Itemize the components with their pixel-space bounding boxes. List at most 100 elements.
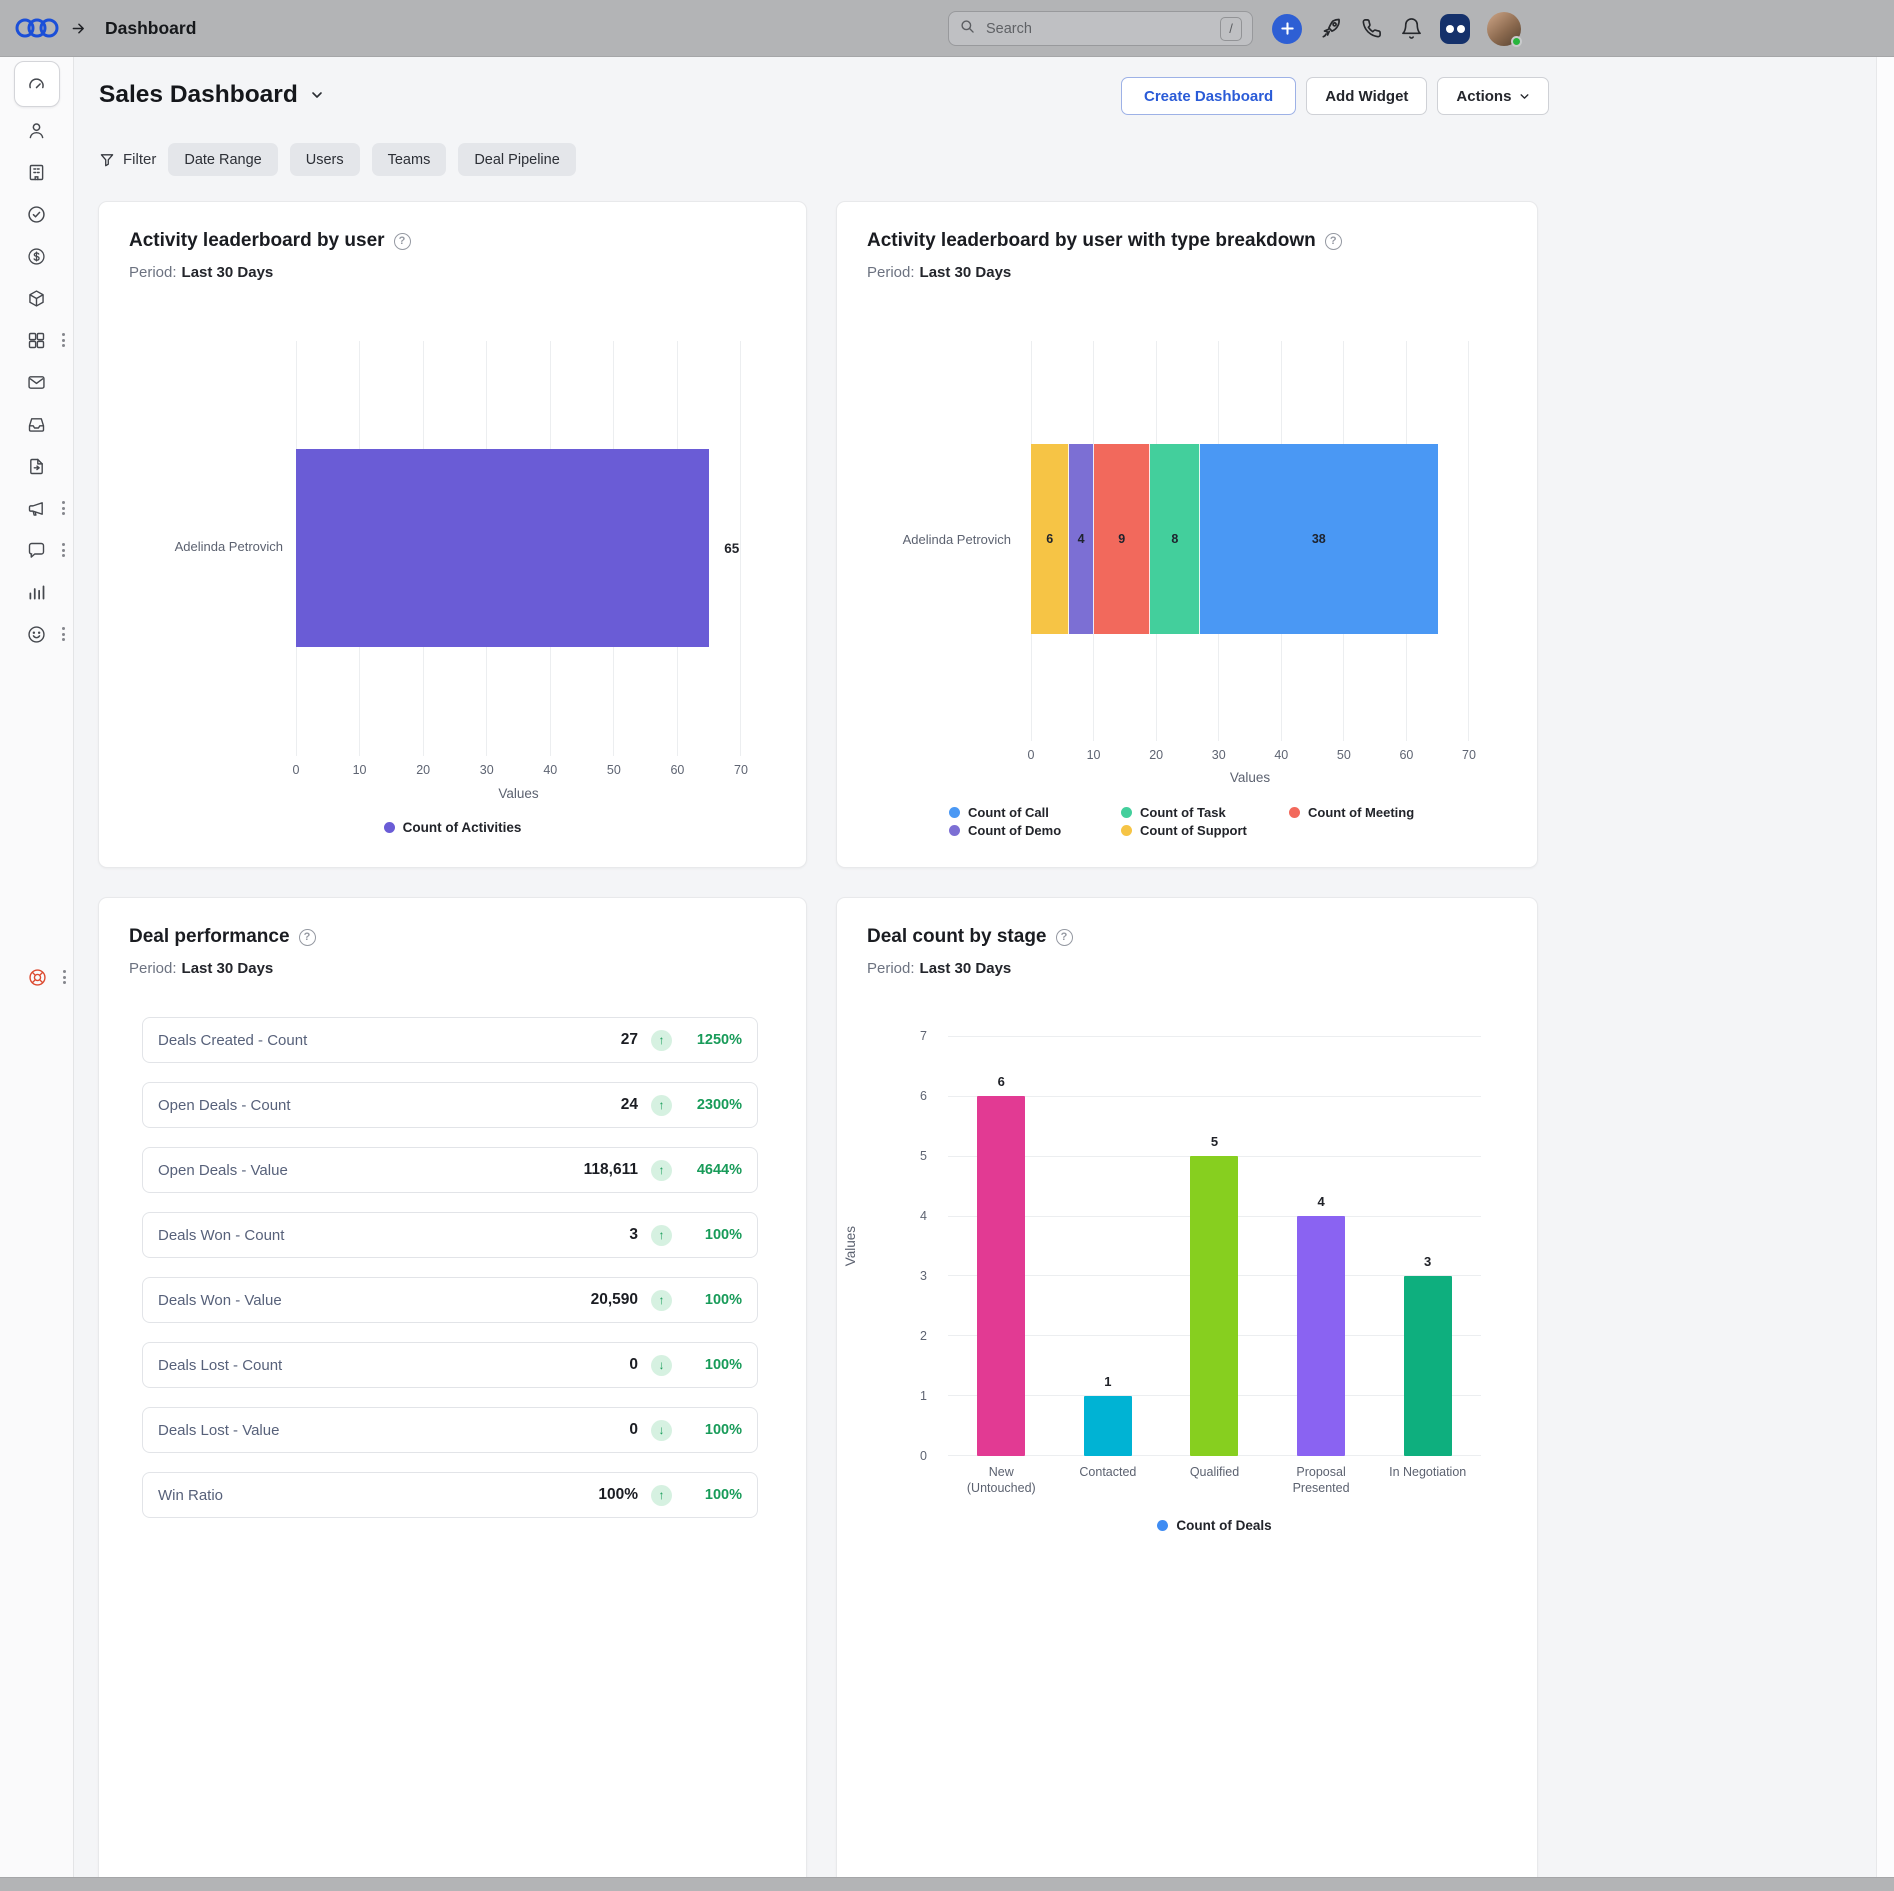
metric-row[interactable]: Open Deals - Count 24 ↑ 2300% xyxy=(142,1082,758,1128)
metric-list: Deals Created - Count 27 ↑ 1250% Open Deals… xyxy=(142,1017,758,1518)
sidebar-toggle-arrow-icon[interactable] xyxy=(68,18,89,39)
megaphone-icon xyxy=(28,501,43,516)
nav-marketplace-menu-icon[interactable] xyxy=(61,968,68,986)
nav-quotes[interactable] xyxy=(0,445,73,487)
topbar-actions xyxy=(1272,0,1522,57)
category-label: Adelinda Petrovich xyxy=(902,532,1011,547)
breakdown-segment[interactable]: 38 xyxy=(1199,444,1438,634)
stage-bar[interactable] xyxy=(1297,1216,1346,1456)
scrollbar-track[interactable] xyxy=(1876,57,1894,1878)
nav-deals[interactable] xyxy=(0,235,73,277)
metric-row[interactable]: Deals Won - Count 3 ↑ 100% xyxy=(142,1212,758,1258)
widget-deal-count-by-stage: Deal count by stage? Period: Last 30 Days… xyxy=(836,897,1538,1878)
help-icon[interactable]: ? xyxy=(1055,928,1073,946)
nav-email[interactable] xyxy=(0,361,73,403)
breakdown-legend-item[interactable]: Count of Support xyxy=(1121,822,1289,839)
add-widget-button[interactable]: Add Widget xyxy=(1306,77,1428,115)
nav-accounts[interactable] xyxy=(0,151,73,193)
nav-feedback-menu-icon[interactable] xyxy=(60,625,67,643)
actions-label: Actions xyxy=(1456,87,1512,105)
breakdown-legend-item[interactable]: Count of Demo xyxy=(949,822,1121,839)
category-label: Adelinda Petrovich xyxy=(174,539,283,554)
global-search[interactable]: / xyxy=(948,11,1253,46)
nav-products[interactable] xyxy=(0,277,73,319)
stage-bar[interactable] xyxy=(1403,1276,1452,1456)
cube-icon xyxy=(29,289,44,307)
legend-label: Count of Deals xyxy=(1176,1518,1272,1533)
breakdown-segment[interactable]: 4 xyxy=(1068,444,1094,634)
nav-campaigns[interactable] xyxy=(0,487,73,529)
filter-toggle[interactable]: Filter xyxy=(99,151,156,168)
search-shortcut-key: / xyxy=(1220,16,1242,41)
breakdown-legend-dot xyxy=(949,807,960,818)
nav-chat[interactable] xyxy=(0,529,73,571)
activity-bar[interactable] xyxy=(296,449,710,647)
nav-apps-menu-icon[interactable] xyxy=(60,331,67,349)
help-icon[interactable]: ? xyxy=(298,928,316,946)
period-label: Period: xyxy=(867,960,915,977)
online-status-dot xyxy=(1511,35,1522,47)
widget-activity-breakdown: Activity leaderboard by user with type b… xyxy=(836,201,1538,868)
metric-row[interactable]: Deals Lost - Count 0 ↓ 100% xyxy=(142,1342,758,1388)
nav-dashboard[interactable] xyxy=(0,59,73,109)
breakdown-segment[interactable]: 8 xyxy=(1149,444,1200,634)
chart-legend[interactable]: Count of Activities xyxy=(99,820,806,835)
nav-campaigns-menu-icon[interactable] xyxy=(60,499,67,517)
create-new-button[interactable] xyxy=(1272,13,1302,44)
help-icon[interactable]: ? xyxy=(393,232,411,250)
metric-row[interactable]: Deals Lost - Value 0 ↓ 100% xyxy=(142,1407,758,1453)
filter-chip-teams[interactable]: Teams xyxy=(371,143,447,176)
check-circle-icon xyxy=(28,205,45,223)
nav-contacts[interactable] xyxy=(0,109,73,151)
filter-label: Filter xyxy=(123,151,157,168)
whats-new-rocket-icon[interactable] xyxy=(1319,17,1343,41)
nav-apps[interactable] xyxy=(0,319,73,361)
metric-row[interactable]: Win Ratio 100% ↑ 100% xyxy=(142,1472,758,1518)
nav-marketplace[interactable] xyxy=(0,956,74,998)
help-icon[interactable]: ? xyxy=(1324,232,1342,250)
stage-bar[interactable] xyxy=(977,1096,1026,1456)
dashboard-header: Sales Dashboard xyxy=(99,81,325,109)
dashboard-title: Sales Dashboard xyxy=(99,81,298,108)
filter-bar: Filter Date Range Users Teams Deal Pipel… xyxy=(99,143,576,176)
widget-title: Deal performance xyxy=(129,926,290,947)
nav-inbox[interactable] xyxy=(0,403,73,445)
filter-chip-date-range[interactable]: Date Range xyxy=(168,143,278,176)
app-logo-icon[interactable] xyxy=(14,13,60,43)
building-icon xyxy=(29,164,44,180)
metric-row[interactable]: Deals Created - Count 27 ↑ 1250% xyxy=(142,1017,758,1063)
breakdown-legend-item[interactable]: Count of Task xyxy=(1121,804,1289,821)
actions-button[interactable]: Actions xyxy=(1437,77,1550,115)
search-input[interactable] xyxy=(984,19,1212,38)
breakdown-legend-item[interactable]: Count of Call xyxy=(949,804,1121,821)
nav-feedback[interactable] xyxy=(0,613,73,655)
grid-icon xyxy=(28,332,45,348)
widget-deal-performance: Deal performance? Period: Last 30 Days De… xyxy=(98,897,807,1878)
filter-chip-deal-pipeline[interactable]: Deal Pipeline xyxy=(458,143,576,176)
breakdown-segment[interactable]: 9 xyxy=(1093,444,1150,634)
period-value: Last 30 Days xyxy=(181,264,274,281)
stage-bar[interactable] xyxy=(1190,1156,1239,1456)
chevron-down-icon xyxy=(1520,93,1529,99)
trend-arrow-icon: ↑ xyxy=(651,1159,672,1181)
chart-legend[interactable]: Count of Deals xyxy=(948,1518,1481,1533)
metric-row[interactable]: Deals Won - Value 20,590 ↑ 100% xyxy=(142,1277,758,1323)
phone-icon[interactable] xyxy=(1360,17,1383,40)
metric-row[interactable]: Open Deals - Value 118,611 ↑ 4644% xyxy=(142,1147,758,1193)
breakdown-segment[interactable]: 6 xyxy=(1031,444,1069,634)
stage-bar[interactable] xyxy=(1083,1396,1132,1456)
breakdown-legend-item[interactable]: Count of Meeting xyxy=(1289,804,1414,821)
dashboard-switcher-chevron-icon[interactable] xyxy=(309,87,325,103)
nav-chat-menu-icon[interactable] xyxy=(60,541,67,559)
activity-legend-dot xyxy=(383,822,395,833)
nav-analytics[interactable] xyxy=(0,571,73,613)
create-dashboard-button[interactable]: Create Dashboard xyxy=(1121,77,1297,115)
nav-tasks[interactable] xyxy=(0,193,73,235)
filter-chip-users[interactable]: Users xyxy=(289,143,360,176)
notifications-bell-icon[interactable] xyxy=(1400,17,1423,40)
user-avatar[interactable] xyxy=(1487,11,1522,47)
freddy-ai-icon[interactable] xyxy=(1440,13,1470,44)
trend-arrow-icon: ↑ xyxy=(651,1094,672,1116)
stage-bar-value: 1 xyxy=(1104,1374,1112,1389)
